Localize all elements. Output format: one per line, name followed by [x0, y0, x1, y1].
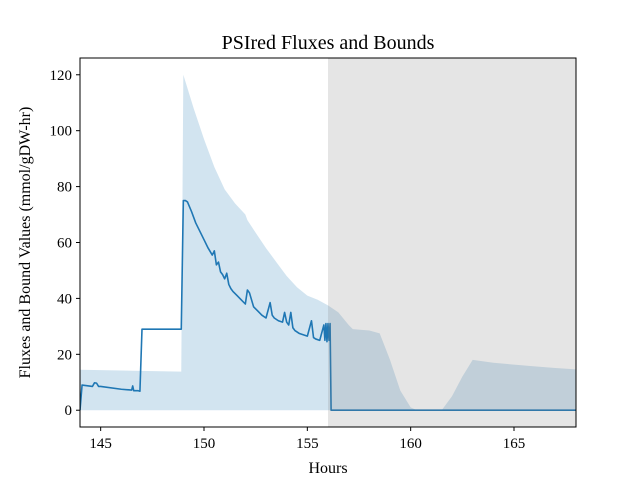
y-tick-label: 60: [57, 236, 72, 252]
y-tick-label: 80: [57, 180, 72, 196]
night-shade-region: [328, 58, 576, 427]
y-axis-label: Fluxes and Bound Values (mmol/gDW-hr): [17, 107, 34, 379]
x-axis-label: Hours: [308, 460, 347, 477]
y-tick-label: 0: [65, 403, 73, 419]
bound-band: [80, 74, 576, 411]
y-tick-label: 20: [57, 347, 72, 363]
x-tick-label: 155: [296, 436, 319, 452]
flux-line: [80, 199, 576, 412]
x-tick-label: 165: [503, 436, 526, 452]
plot-content: [80, 58, 576, 427]
y-axis: 0 20 40 60 80 100 120: [50, 68, 80, 419]
plot-area: [80, 58, 576, 427]
x-tick-label: 150: [193, 436, 216, 452]
x-tick-label: 160: [399, 436, 422, 452]
chart-title: PSIred Fluxes and Bounds: [222, 32, 435, 54]
x-axis: 145 150 155 160 165: [89, 427, 525, 452]
y-tick-label: 120: [50, 68, 73, 84]
x-tick-label: 145: [89, 436, 112, 452]
y-tick-label: 40: [57, 291, 72, 307]
y-tick-label: 100: [50, 124, 73, 140]
